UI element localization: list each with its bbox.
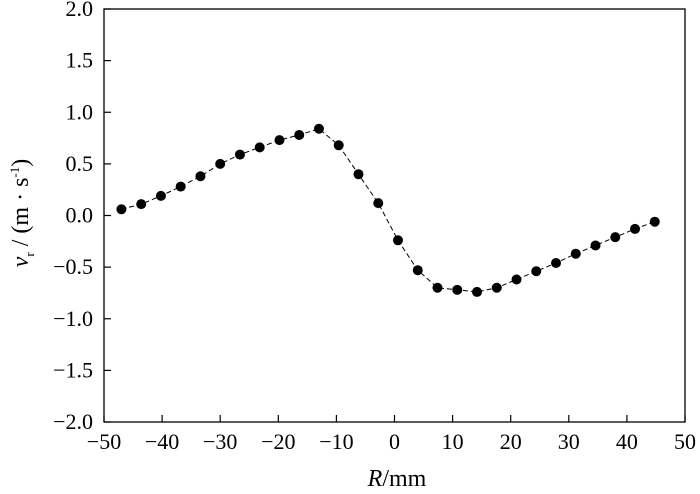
x-tick-label: 20	[500, 429, 522, 454]
data-point	[531, 266, 542, 277]
y-axis: −2.0 −1.5 −1.0 −0.5 0.0 0.5 1.0 1.5 2.0	[53, 0, 111, 434]
x-tick-label: −30	[203, 429, 237, 454]
data-point	[234, 149, 245, 160]
y-axis-title: vr / (m · s-1)	[7, 159, 37, 268]
data-point	[195, 171, 206, 182]
x-tick-label: 50	[674, 429, 696, 454]
data-point	[392, 235, 403, 246]
data-point	[175, 181, 186, 192]
data-point	[452, 284, 463, 295]
y-tick-label: −1.5	[53, 357, 93, 382]
data-point	[432, 282, 443, 293]
data-point	[491, 282, 502, 293]
x-tick-label: 30	[558, 429, 580, 454]
data-point	[649, 216, 660, 227]
data-point	[630, 223, 641, 234]
data-point	[136, 199, 147, 210]
data-point	[511, 274, 522, 285]
data-point	[333, 140, 344, 151]
y-axis-subscript: r	[22, 252, 37, 257]
x-axis-variable: R	[367, 466, 383, 492]
x-tick-label: −40	[145, 429, 179, 454]
series-layer	[116, 123, 660, 297]
data-point	[353, 169, 364, 180]
y-axis-variable: v	[8, 256, 34, 267]
series-line	[121, 128, 655, 293]
data-point	[590, 240, 601, 251]
y-tick-label: −0.5	[53, 254, 93, 279]
x-axis: −50 −40 −30 −20 −10 0 10 20 30 40 50	[87, 415, 696, 454]
data-point	[373, 198, 384, 209]
y-axis-superscript: -1	[7, 167, 22, 178]
y-tick-label: −2.0	[53, 409, 93, 434]
x-tick-label: −10	[319, 429, 353, 454]
y-tick-label: 1.0	[66, 99, 94, 124]
data-point	[610, 232, 621, 243]
data-point	[412, 265, 423, 276]
x-axis-unit: /mm	[382, 466, 426, 492]
data-point	[313, 123, 324, 134]
x-tick-label: 0	[389, 429, 400, 454]
x-tick-label: −20	[261, 429, 295, 454]
data-point	[215, 158, 226, 169]
data-point	[472, 286, 483, 297]
x-tick-label: −50	[87, 429, 121, 454]
y-axis-unit-close: )	[8, 159, 34, 167]
y-tick-label: 1.5	[66, 48, 94, 73]
plot-area	[103, 8, 686, 423]
data-point	[155, 190, 166, 201]
y-tick-label: −1.0	[53, 306, 93, 331]
y-tick-label: 0.5	[66, 151, 94, 176]
data-point	[254, 142, 265, 153]
x-tick-label: 40	[616, 429, 638, 454]
x-axis-title: R/mm	[367, 466, 427, 492]
data-point	[274, 135, 285, 146]
data-point	[116, 204, 127, 215]
plot-frame	[103, 8, 686, 423]
y-tick-label: 0.0	[66, 203, 94, 228]
y-axis-unit-open: / (m · s	[8, 178, 34, 253]
y-tick-label: 2.0	[66, 0, 94, 21]
data-point	[570, 248, 581, 259]
data-point	[551, 257, 562, 268]
x-tick-label: 10	[442, 429, 464, 454]
data-point	[294, 129, 305, 140]
